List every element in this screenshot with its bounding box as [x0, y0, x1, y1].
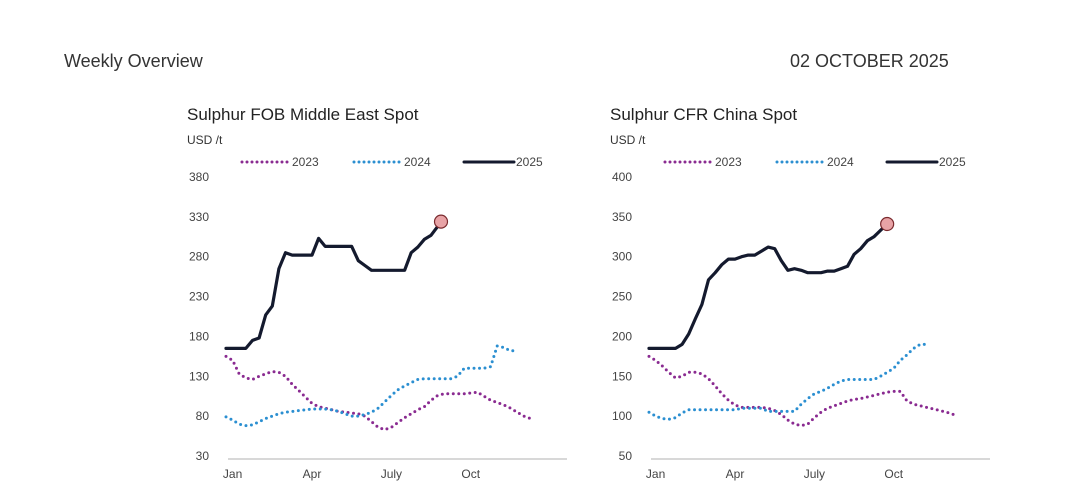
y-tick-label: 130 — [189, 369, 209, 383]
series-line-2023 — [647, 354, 955, 428]
y-tick-label: 230 — [189, 290, 209, 304]
report-title: Weekly Overview — [64, 51, 203, 71]
y-tick-label: 200 — [612, 329, 632, 343]
legend-label-2023: 2023 — [292, 155, 319, 169]
series-line-2023 — [224, 354, 532, 432]
legend-label-2025: 2025 — [516, 155, 543, 169]
x-tick-label: Apr — [726, 467, 745, 481]
y-tick-label: 330 — [189, 210, 209, 224]
chart-fob-middle-east: Sulphur FOB Middle East Spot USD /t 30 80 13… — [187, 105, 567, 481]
y-tick-label: 350 — [612, 210, 632, 224]
legend-label-2025: 2025 — [939, 155, 966, 169]
legend-label-2024: 2024 — [404, 155, 431, 169]
y-axis-unit: USD /t — [187, 133, 223, 147]
x-tick-label: Apr — [303, 467, 322, 481]
x-tick-label: July — [804, 467, 825, 481]
y-tick-label: 380 — [189, 170, 209, 184]
y-tick-label: 100 — [612, 409, 632, 423]
series-line-2025 — [647, 222, 889, 350]
y-tick-label: 250 — [612, 290, 632, 304]
y-tick-label: 180 — [189, 329, 209, 343]
legend-label-2024: 2024 — [827, 155, 854, 169]
x-tick-label: Oct — [461, 467, 480, 481]
x-tick-label: July — [381, 467, 402, 481]
series-line-2024 — [224, 344, 519, 428]
x-tick-label: Jan — [223, 467, 242, 481]
y-tick-label: 50 — [619, 449, 633, 463]
y-tick-label: 30 — [196, 449, 210, 463]
y-tick-label: 150 — [612, 369, 632, 383]
x-tick-label: Jan — [646, 467, 665, 481]
latest-value-marker — [880, 216, 895, 232]
y-tick-label: 400 — [612, 170, 632, 184]
series-line-2024 — [647, 342, 929, 421]
chart-title: Sulphur FOB Middle East Spot — [187, 105, 419, 124]
legend-label-2023: 2023 — [715, 155, 742, 169]
chart-title: Sulphur CFR China Spot — [610, 105, 797, 124]
series-line-2025 — [224, 220, 443, 350]
y-tick-label: 280 — [189, 250, 209, 264]
y-tick-label: 80 — [196, 409, 210, 423]
report-date: 02 OCTOBER 2025 — [790, 51, 949, 71]
latest-value-marker — [433, 214, 449, 229]
x-tick-label: Oct — [884, 467, 903, 481]
chart-cfr-china: Sulphur CFR China Spot USD /t 50 100 150 200 2… — [610, 105, 990, 481]
y-axis-unit: USD /t — [610, 133, 646, 147]
y-tick-label: 300 — [612, 250, 632, 264]
